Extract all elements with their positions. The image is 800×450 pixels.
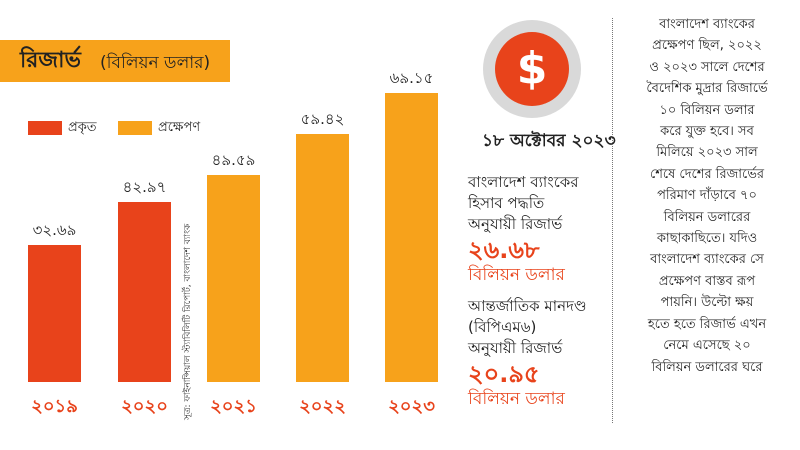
x-tick-label: ২০২৩ [388,396,435,417]
x-tick-label: ২০২১ [210,396,257,417]
legend-label-actual: প্রকৃত [68,120,97,135]
reserve-date: ১৮ অক্টোবর ২০২৩ [482,131,616,151]
bank-method-label: বাংলাদেশ ব্যাংকের হিসাব পদ্ধতি অনুযায়ী … [468,172,608,235]
bar-value-label: ৬৯.১৫ [389,68,434,87]
bpm6-line: অনুযায়ী রিজার্ভ [468,339,563,357]
bpm6-line: আন্তর্জাতিক মানদণ্ড [468,297,587,315]
bar-forecast [296,133,349,382]
dollar-icon: $ [495,32,569,106]
commentary-line: পায়নি। উল্টো ক্ষয় [660,295,754,311]
commentary-line: হতে হতে রিজার্ভ এখন [647,316,767,332]
legend-label-forecast: প্রক্ষেপণ [158,120,201,135]
column-divider [612,18,613,423]
commentary-line: বাংলাদেশ ব্যাংকের [659,17,755,32]
bank-method-line: বাংলাদেশ ব্যাংকের [468,173,579,191]
bar-forecast [207,174,260,382]
legend-swatch-actual [28,121,62,135]
title-bar [0,40,230,82]
bank-method-value: ২৬.৬৮ [468,236,540,264]
commentary-line: কাছাকাছিতে। যদিও [656,231,758,247]
commentary-line: ও ২০২৩ সালে দেশের [649,59,765,75]
legend-swatch-forecast [118,121,152,135]
bar-value-label: ৪৯.৫৯ [211,150,256,169]
chart-title-unit: (বিলিয়ন ডলার) [100,53,211,73]
commentary-line: প্রক্ষেপণ ছিল, ২০২২ [652,38,762,54]
bank-method-line: হিসাব পদ্ধতি [468,194,545,212]
commentary-line: বৈদেশিক মুদ্রার রিজার্ভে [646,81,768,97]
commentary-line: ১০ বিলিয়ন ডলার [659,102,755,118]
bar-value-label: ৫৯.৪২ [300,109,345,128]
bpm6-line: (বিপিএম৬) [468,318,537,336]
commentary-line: মিলিয়ে ২০২৩ সাল [656,145,758,161]
bpm6-value: ২০.৯৫ [468,360,540,388]
bar-value-label: ৪২.৯৭ [122,178,167,197]
bpm6-label: আন্তর্জাতিক মানদণ্ড (বিপিএম৬) অনুযায়ী র… [468,296,608,359]
x-tick-label: ২০২০ [121,396,168,417]
bar-actual [118,202,171,382]
x-tick-label: ২০২২ [299,396,346,417]
bar-value-label: ৩২.৬৯ [32,221,77,240]
bank-method-unit: বিলিয়ন ডলার [468,265,565,285]
commentary-line: পরিমাণ দাঁড়াবে ৭০ [657,188,757,204]
source-note: সূত্র: ফাইনান্সিয়াল স্ট্যাবিলিটি রিপোর্… [183,223,193,420]
x-tick-label: ২০১৯ [31,396,78,417]
bar-actual [28,245,81,382]
bpm6-unit: বিলিয়ন ডলার [468,389,565,409]
commentary-line: শেষে দেশের রিজার্ভের [649,166,765,182]
commentary-line: বিলিয়ন ডলারের [663,209,751,225]
commentary-line: নেমে এসেছে ২০ [663,338,751,354]
commentary-line: প্রক্ষেপণ বাস্তব রূপ [658,273,756,289]
commentary-line: বিলিয়ন ডলারের ঘরে [651,359,763,375]
bar-forecast [385,92,438,382]
commentary: বাংলাদেশ ব্যাংকের প্রক্ষেপণ ছিল, ২০২২ ও … [622,14,792,378]
chart-title: রিজার্ভ [20,48,81,73]
commentary-line: করে যুক্ত হবে। সব [660,124,754,140]
commentary-line: বাংলাদেশ ব্যাংকের সে [650,252,764,268]
bank-method-line: অনুযায়ী রিজার্ভ [468,215,563,233]
